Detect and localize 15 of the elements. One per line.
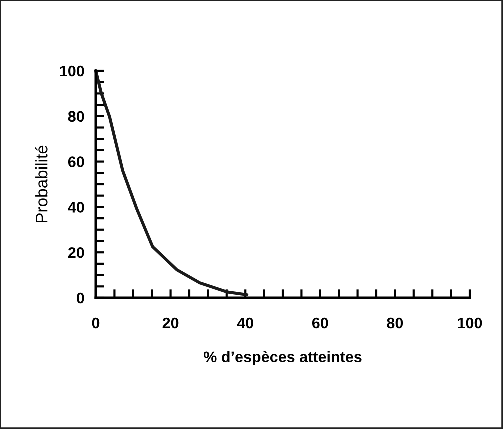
x-tick-label: 20 [162,318,179,329]
y-axis-title: Probabilité [35,146,48,223]
x-axis-title: % d’espèces atteintes [204,351,362,366]
line-series [94,69,249,297]
y-tick-label: 60 [68,156,84,168]
x-tick-label: 100 [458,318,482,329]
y-tick-label: 40 [68,202,84,213]
x-tick-label: 80 [387,318,404,329]
x-tick-label: 40 [237,318,254,329]
x-tick-label: 0 [92,318,100,329]
y-tick-label: 100 [60,66,84,77]
x-tick-label: 60 [312,318,328,329]
y-tick-label: 0 [76,292,84,304]
y-tick-label: 80 [68,111,84,122]
y-tick-label: 20 [68,247,84,258]
